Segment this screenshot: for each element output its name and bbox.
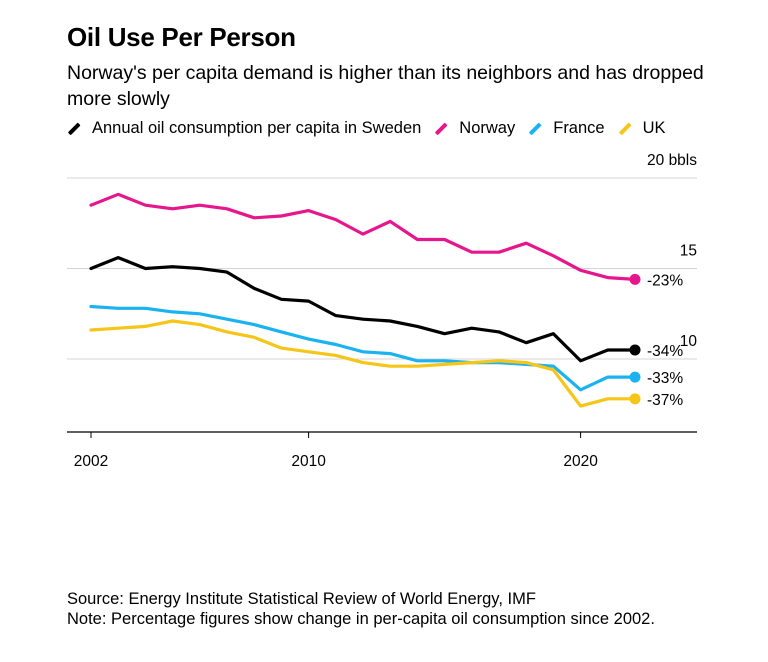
legend-item-uk: UK	[618, 119, 666, 138]
legend-label-france: France	[553, 119, 605, 137]
footnotes: Source: Energy Institute Statistical Rev…	[67, 590, 707, 629]
legend-label-uk: UK	[642, 119, 666, 137]
end-marker-norway	[629, 273, 641, 285]
series-line-uk	[89, 319, 637, 408]
end-label-france: -33%	[647, 370, 683, 387]
end-label-sweden: -34%	[647, 343, 683, 360]
series-line-norway	[89, 192, 637, 281]
legend-label-norway: Norway	[459, 119, 516, 137]
end-marker-france	[629, 371, 641, 383]
methodology-note: Note: Percentage figures show change in …	[67, 609, 655, 628]
y-tick-label-20: 20 bbls	[647, 152, 697, 169]
chart-title: Oil Use Per Person	[67, 22, 296, 52]
chart-subtitle: Norway's per capita demand is higher tha…	[67, 62, 704, 110]
series-line-france	[89, 304, 637, 392]
end-label-norway: -23%	[647, 272, 683, 289]
source-note: Source: Energy Institute Statistical Rev…	[67, 590, 536, 608]
legend-label-sweden: Annual oil consumption per capita in Swe…	[92, 119, 422, 137]
end-label-uk: -37%	[647, 392, 683, 409]
legend-item-norway: Norway	[434, 119, 515, 138]
legend-item-france: France	[528, 119, 605, 138]
y-tick-label-10: 10	[680, 333, 698, 350]
y-tick-label-15: 15	[680, 243, 697, 260]
legend-item-sweden: Annual oil consumption per capita in Swe…	[67, 119, 421, 138]
x-tick-label-2010: 2010	[291, 453, 326, 470]
end-marker-uk	[629, 393, 641, 405]
chart-legend: Annual oil consumption per capita in Swe…	[67, 119, 679, 138]
x-tick-label-2020: 2020	[563, 453, 598, 470]
series-line-sweden	[89, 256, 637, 363]
end-marker-sweden	[629, 344, 641, 356]
x-tick-label-2002: 2002	[74, 453, 108, 470]
